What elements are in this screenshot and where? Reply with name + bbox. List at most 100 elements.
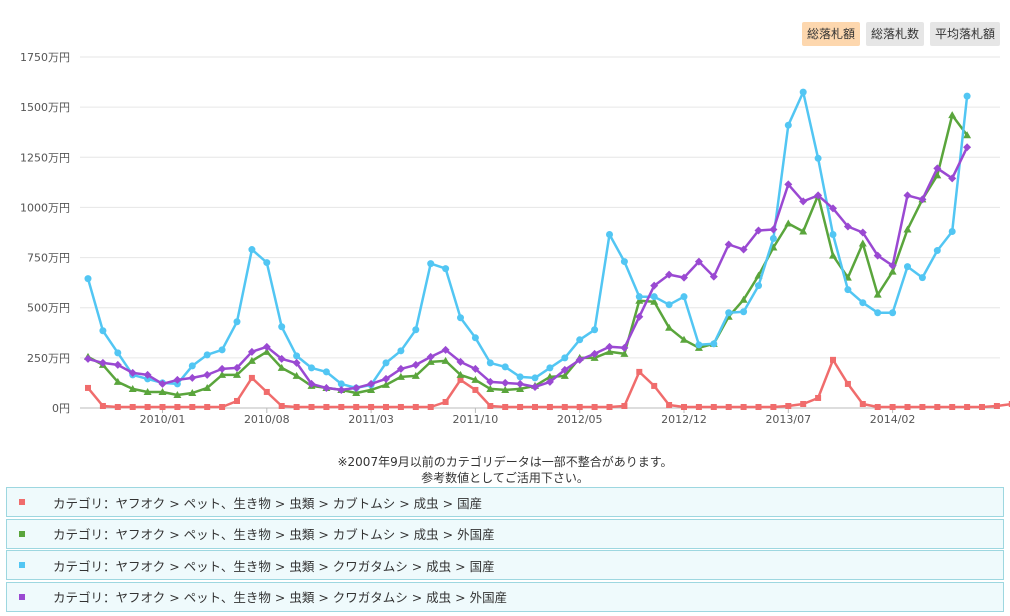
data-point: [636, 368, 643, 375]
data-point: [666, 401, 673, 408]
data-point: [368, 403, 375, 410]
data-point: [188, 373, 197, 382]
data-point: [173, 380, 181, 388]
data-point: [605, 347, 614, 355]
data-point: [859, 400, 866, 407]
data-point: [933, 164, 942, 173]
data-point: [888, 261, 897, 270]
data-point: [486, 377, 495, 386]
data-point: [338, 403, 345, 410]
data-point: [456, 357, 465, 366]
data-point: [843, 222, 852, 231]
data-point: [531, 382, 539, 391]
data-point: [188, 362, 196, 370]
data-point: [933, 171, 942, 179]
data-point: [560, 371, 569, 379]
data-point: [755, 403, 762, 410]
data-point: [204, 403, 211, 410]
data-point: [441, 356, 450, 364]
y-tick-label: 1500万円: [20, 101, 70, 114]
tab-total-amount[interactable]: 総落札額: [801, 22, 860, 46]
legend-item[interactable]: カテゴリ：ヤフオク > ペット、生き物 > 虫類 > クワガタムシ > 成虫 >…: [6, 581, 1004, 612]
data-point: [874, 309, 882, 317]
data-point: [218, 364, 227, 373]
data-point: [516, 373, 524, 381]
data-note: ※2007年9月以前のカテゴリデータは一部不整合があります。 参考数値としてご活…: [0, 454, 1010, 486]
data-point: [769, 235, 777, 243]
data-point: [382, 359, 390, 367]
data-point: [1008, 400, 1010, 407]
data-point: [844, 380, 851, 387]
data-point: [262, 342, 271, 351]
data-point: [680, 293, 688, 301]
data-point: [830, 356, 836, 363]
data-point: [948, 111, 957, 119]
data-point: [979, 403, 985, 410]
data-point: [411, 371, 420, 379]
data-point: [904, 263, 911, 271]
y-tick-label: 1750万円: [20, 51, 70, 64]
legend-item[interactable]: カテゴリ：ヤフオク > ペット、生き物 > 虫類 > カブトムシ > 成虫 > …: [6, 487, 1004, 517]
data-point: [441, 345, 450, 354]
data-point: [964, 403, 971, 410]
data-point: [397, 403, 404, 410]
data-point: [173, 390, 182, 398]
data-point: [382, 380, 390, 388]
data-point: [292, 358, 301, 367]
data-point: [532, 403, 538, 410]
y-tick-label: 1000万円: [20, 201, 70, 214]
data-point: [873, 290, 882, 298]
data-point: [189, 403, 196, 410]
data-point: [591, 403, 598, 410]
legend-item[interactable]: カテゴリ：ヤフオク > ペット、生き物 > 虫類 > カブトムシ > 成虫 > …: [6, 518, 1004, 549]
data-point: [159, 403, 166, 410]
data-point: [218, 370, 227, 378]
data-point: [918, 274, 926, 282]
data-point: [948, 227, 956, 235]
data-point: [396, 364, 405, 373]
legend-item[interactable]: カテゴリ：ヤフオク > ペット、生き物 > 虫類 > クワガタムシ > 成虫 >…: [6, 550, 1004, 580]
data-point: [442, 265, 450, 273]
series-line: [87, 113, 969, 397]
data-point: [278, 402, 285, 409]
tab-average-amount[interactable]: 平均落札額: [929, 22, 1000, 46]
data-point: [383, 403, 389, 410]
legend-label: カテゴリ：ヤフオク > ペット、生き物 > 虫類 > クワガタムシ > 成虫 >…: [53, 590, 508, 605]
data-point: [412, 326, 420, 334]
data-point: [113, 360, 122, 369]
data-point: [963, 131, 972, 139]
data-point: [501, 378, 510, 387]
data-point: [353, 403, 360, 410]
x-tick-label: 2012/05: [557, 413, 603, 426]
data-point: [858, 228, 867, 237]
data-point: [113, 377, 122, 385]
data-point: [919, 403, 926, 410]
data-point: [472, 386, 479, 393]
data-point: [665, 301, 673, 309]
data-point: [606, 231, 613, 239]
data-point: [457, 314, 464, 322]
data-point: [545, 372, 554, 380]
data-point: [889, 403, 896, 410]
data-point: [948, 174, 957, 183]
data-point: [84, 275, 92, 283]
data-point: [219, 403, 226, 410]
data-point: [739, 295, 748, 303]
data-point: [308, 403, 315, 410]
legend-swatch: [19, 593, 25, 600]
data-point: [203, 383, 212, 391]
data-point: [233, 318, 241, 326]
data-point: [144, 403, 151, 410]
data-point: [963, 92, 971, 100]
data-point: [770, 403, 777, 410]
data-point: [471, 375, 480, 383]
data-point: [531, 374, 539, 382]
data-point: [98, 358, 107, 367]
data-point: [501, 363, 509, 371]
data-point: [218, 346, 226, 354]
data-point: [456, 370, 465, 378]
data-point: [680, 273, 688, 282]
data-point: [784, 219, 793, 227]
tab-total-count[interactable]: 総落札数: [865, 22, 924, 46]
x-tick-label: 2012/12: [661, 413, 707, 426]
